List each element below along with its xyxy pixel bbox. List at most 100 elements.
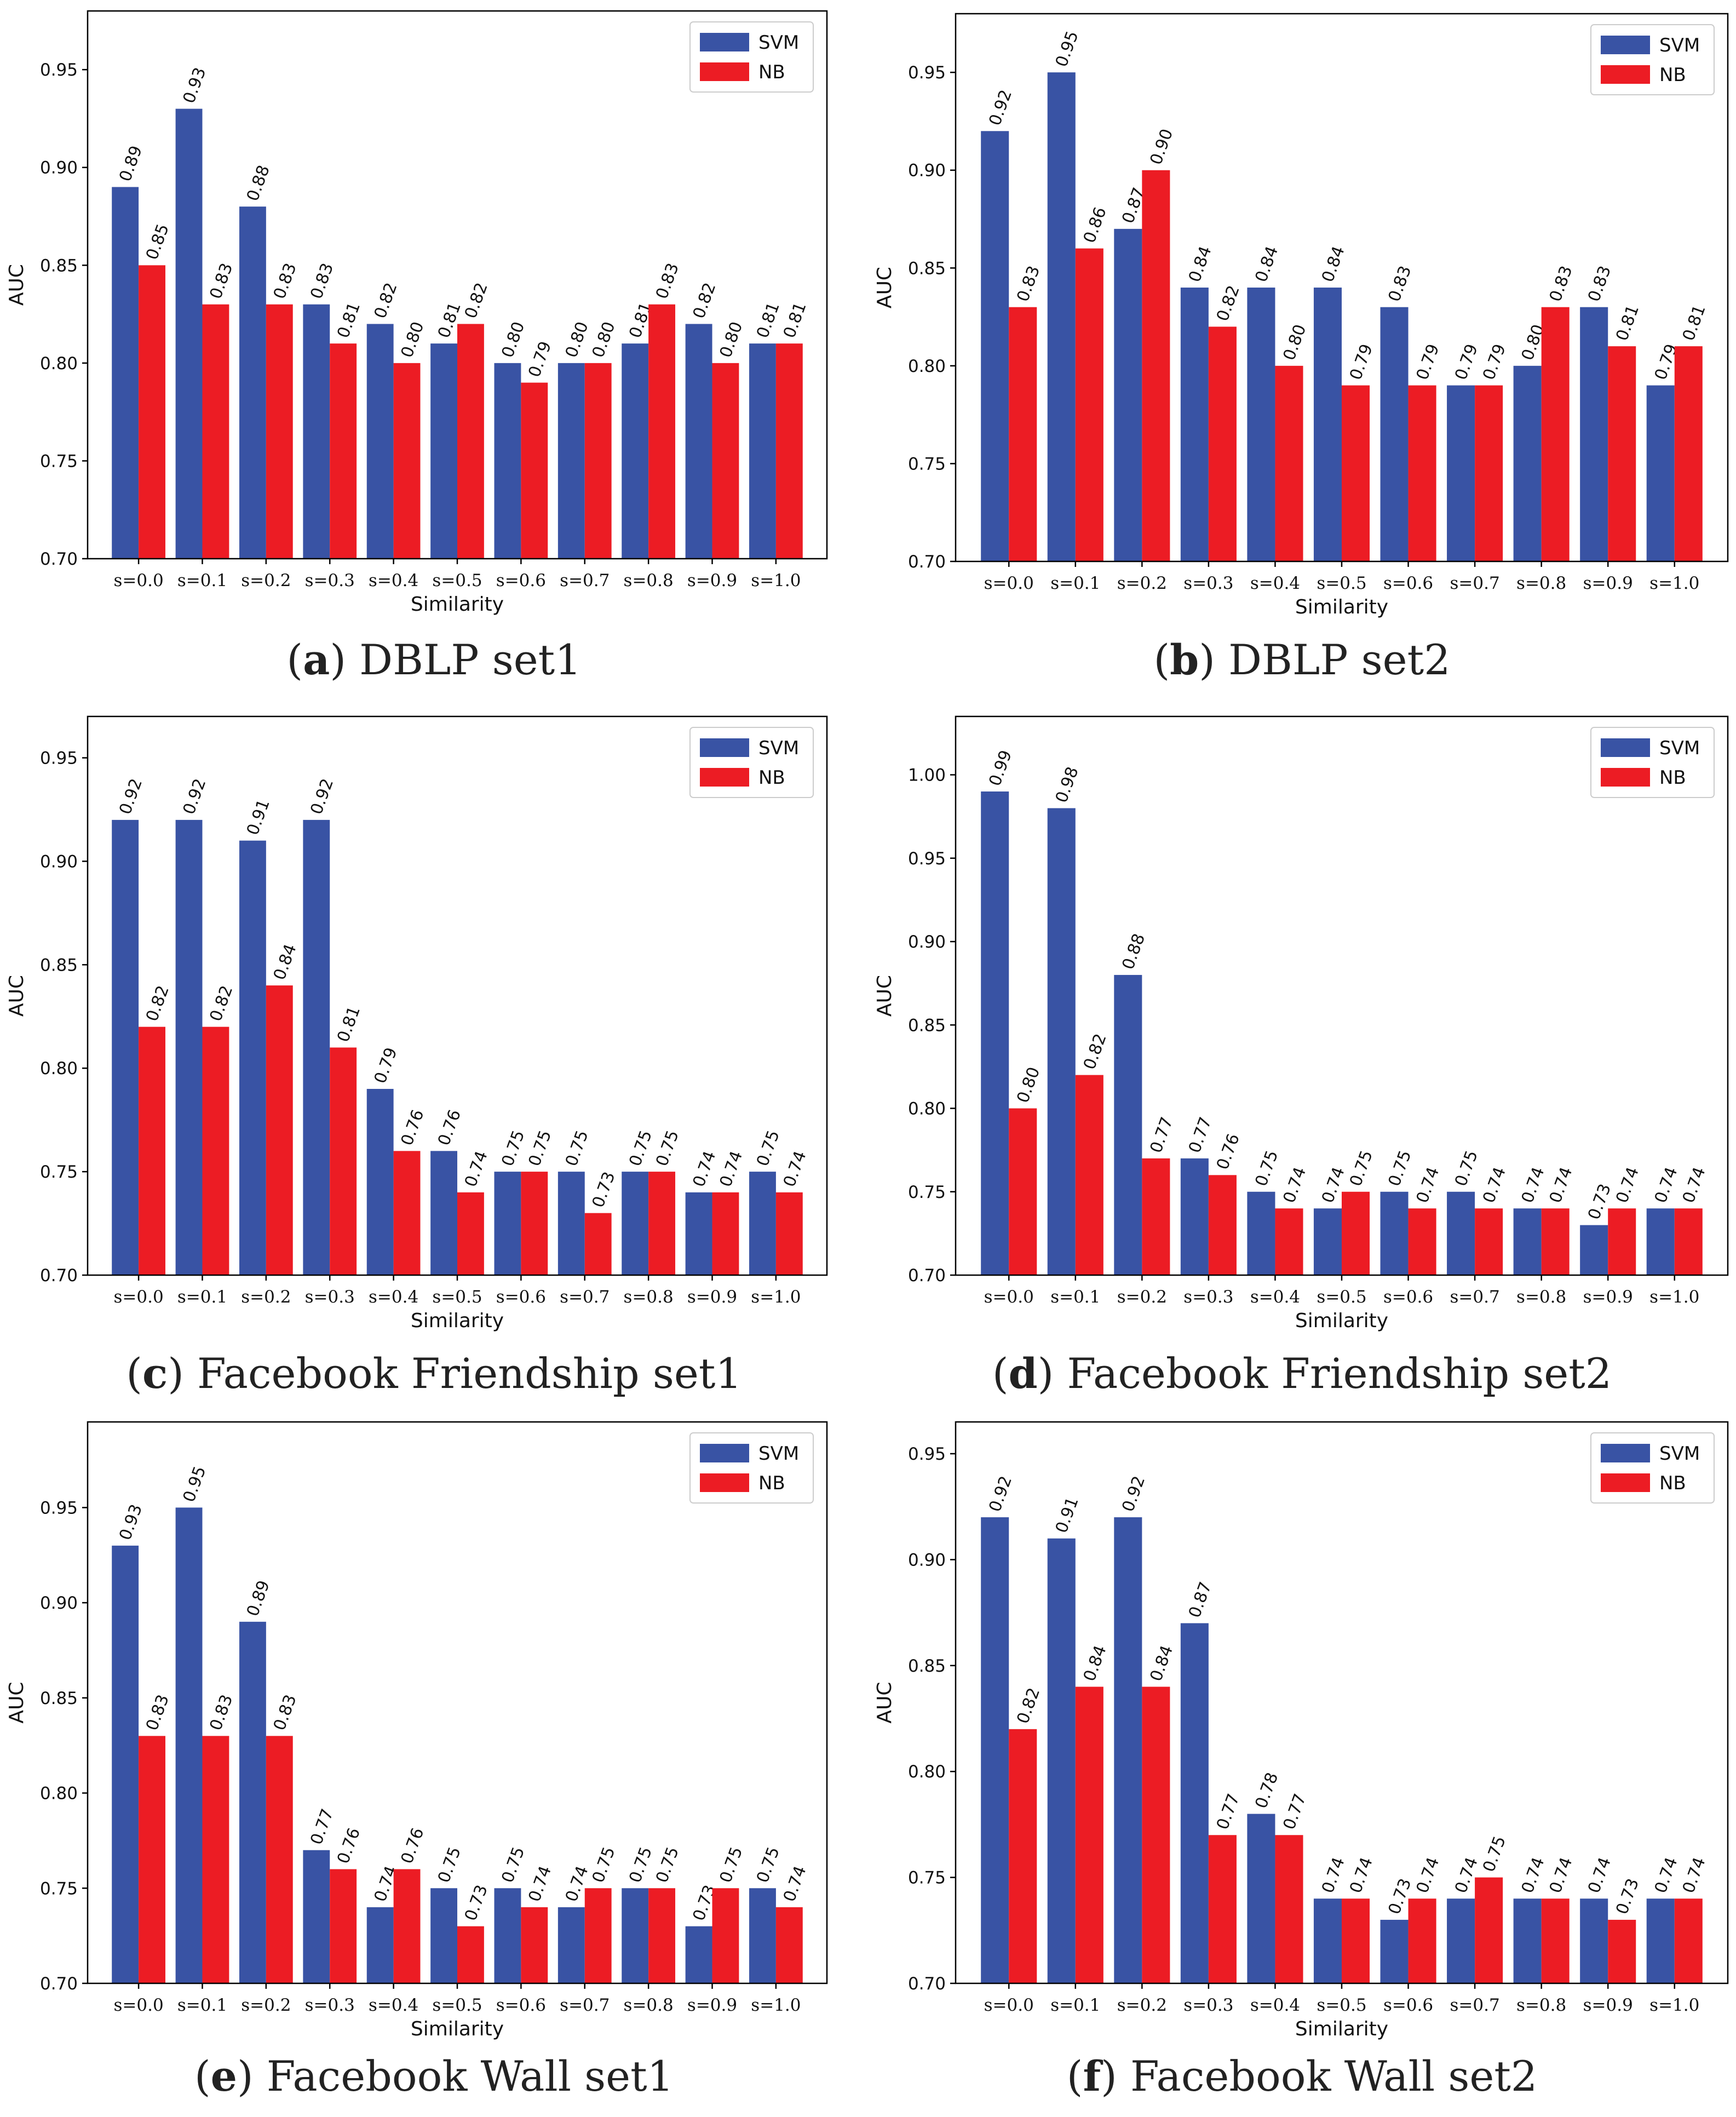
bar-nb: [266, 304, 293, 559]
x-tick-label: s=0.3: [305, 1287, 355, 1307]
data-label: 0.84: [1146, 1643, 1177, 1684]
data-label: 0.75: [589, 1844, 619, 1885]
data-label: 0.95: [1052, 28, 1083, 70]
legend-swatch-svm: [1601, 1444, 1650, 1462]
bar-svm: [430, 1151, 457, 1275]
y-tick-label: 0.95: [908, 63, 946, 83]
data-label: 0.92: [116, 776, 146, 817]
data-label: 0.76: [1213, 1131, 1244, 1172]
data-label: 0.79: [371, 1045, 401, 1086]
x-tick-label: s=0.1: [1050, 573, 1100, 593]
bar-svm: [1646, 1208, 1675, 1275]
bar-svm: [981, 131, 1009, 562]
y-tick-label: 0.95: [40, 749, 78, 768]
bar-nb: [1009, 307, 1037, 561]
x-tick-label: s=0.1: [177, 1287, 227, 1307]
x-tick-label: s=0.3: [1183, 573, 1233, 593]
y-tick-label: 0.95: [908, 1444, 946, 1464]
data-label: 0.74: [1651, 1164, 1682, 1206]
data-label: 0.74: [1413, 1855, 1444, 1896]
x-tick-label: s=0.5: [432, 1995, 482, 2015]
y-tick-label: 0.75: [908, 454, 946, 474]
data-label: 0.73: [589, 1169, 619, 1210]
x-tick-label: s=0.8: [624, 1995, 674, 2015]
y-tick-label: 0.80: [908, 1762, 946, 1782]
caption-letter: a: [303, 635, 330, 684]
data-label: 0.79: [1346, 342, 1377, 383]
data-label: 0.92: [1118, 1473, 1149, 1514]
data-label: 0.77: [307, 1806, 337, 1848]
bar-svm: [366, 1907, 394, 1983]
bar-svm: [1114, 228, 1142, 561]
data-label: 0.80: [498, 319, 529, 360]
data-label: 0.74: [689, 1149, 720, 1190]
figure-caption: (b) DBLP set2: [1153, 635, 1451, 684]
data-label: 0.75: [625, 1844, 656, 1885]
y-tick-label: 0.90: [40, 1593, 78, 1613]
data-label: 0.75: [716, 1844, 747, 1885]
data-label: 0.82: [142, 983, 173, 1024]
bar-nb: [521, 1172, 548, 1275]
caption-letter: e: [210, 2052, 237, 2101]
x-tick-label: s=0.4: [1250, 573, 1300, 593]
bar-nb: [1674, 1898, 1703, 1983]
data-label: 0.83: [206, 261, 237, 302]
data-label: 0.85: [142, 221, 173, 262]
data-label: 0.82: [1013, 1685, 1044, 1726]
bar-svm: [1513, 1898, 1542, 1983]
data-label: 0.74: [1679, 1164, 1710, 1206]
data-label: 0.74: [1413, 1164, 1444, 1206]
bar-svm: [1114, 974, 1142, 1275]
data-label: 0.93: [180, 65, 210, 106]
data-label: 0.74: [1518, 1855, 1549, 1896]
bar-svm: [1114, 1517, 1142, 1983]
y-tick-label: 0.85: [908, 1016, 946, 1035]
y-tick-label: 0.90: [40, 158, 78, 178]
bar-svm: [1313, 288, 1342, 561]
legend-swatch-nb: [700, 1473, 749, 1492]
data-label: 0.88: [1118, 931, 1149, 972]
legend-label: SVM: [1659, 35, 1700, 56]
bar-svm: [175, 108, 203, 559]
data-label: 0.75: [498, 1844, 529, 1885]
legend: SVM NB: [1590, 24, 1715, 95]
data-label: 0.83: [142, 1692, 173, 1733]
data-label: 0.75: [1479, 1834, 1510, 1875]
bar-nb: [775, 1907, 803, 1983]
legend-swatch-svm: [1601, 738, 1650, 757]
chart-panel-facebook-friendship-set1: 0.92 0.92 0.91 0.92 0.79 0.76 0.75 0.75 0.75 0.74…: [0, 705, 868, 1411]
data-label: 0.80: [1280, 322, 1310, 363]
x-tick-label: s=0.2: [1117, 1287, 1167, 1307]
y-axis-label: AUC: [873, 1682, 896, 1723]
bar-svm: [1513, 365, 1542, 561]
bar-svm: [749, 1172, 776, 1275]
data-label: 0.88: [243, 163, 274, 204]
legend-label: SVM: [1659, 1443, 1700, 1465]
bar-nb: [139, 1736, 165, 1983]
x-tick-label: s=0.3: [305, 571, 355, 590]
x-tick-label: s=0.5: [1317, 573, 1366, 593]
bar-nb: [648, 1888, 676, 1983]
bar-nb: [266, 985, 293, 1275]
legend-label: NB: [758, 767, 785, 789]
legend-label: NB: [758, 1472, 785, 1494]
bar-nb: [1475, 1208, 1503, 1275]
x-axis-label: Similarity: [411, 1310, 504, 1332]
data-label: 0.81: [334, 1003, 364, 1045]
y-tick-label: 0.80: [40, 1784, 78, 1804]
bar-nb: [202, 304, 229, 559]
bar-svm: [1513, 1208, 1542, 1275]
legend-swatch-svm: [700, 33, 749, 51]
legend-label: SVM: [758, 1443, 799, 1465]
y-tick-label: 0.75: [40, 1162, 78, 1182]
bar-chart: 0.920.910.920.870.780.740.730.74 0.74 0.74…: [873, 1421, 1729, 2040]
legend-swatch-svm: [700, 1444, 749, 1462]
bar-svm: [430, 1888, 457, 1983]
data-label: 0.73: [1612, 1876, 1643, 1917]
bar-svm: [1380, 307, 1409, 561]
bar-svm: [494, 1172, 521, 1275]
bar-svm: [175, 819, 203, 1275]
bar-svm: [1380, 1919, 1409, 1983]
bar-svm: [622, 1172, 649, 1275]
x-tick-label: s=0.0: [984, 1995, 1034, 2015]
